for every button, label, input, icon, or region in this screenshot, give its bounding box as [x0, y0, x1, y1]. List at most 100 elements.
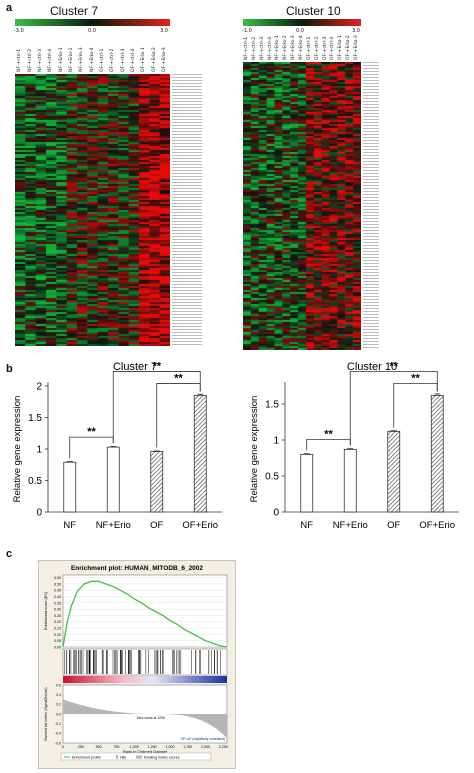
metric-tick-label: 0.2	[56, 703, 61, 707]
column-label: NF-+Erio-1	[275, 35, 281, 60]
significance-label: **	[87, 426, 96, 438]
significance-bracket	[156, 383, 201, 448]
x-tick-label: OF+Erio	[182, 520, 218, 531]
panel-c-label: c	[6, 548, 13, 560]
row-labels	[363, 62, 379, 350]
significance-bracket	[349, 370, 438, 446]
scale-mid-label: 0.0	[88, 28, 96, 34]
bar	[106, 446, 120, 513]
column-labels: NF-+ctrl-1 NF-+ctrl-2 NF-+ctrl-3 NF-+ctrl-4…	[243, 34, 361, 62]
scale-max-label: 3.0	[352, 28, 360, 34]
column-label: OF-+Erio-3	[354, 35, 360, 60]
x-tick-label: NF	[300, 520, 313, 531]
es-tick-label: 0.55	[54, 576, 61, 580]
column-labels: NF-+ctrl-1 NF-+ctrl-2 NF-+ctrl-3 NF-+ctrl-4…	[15, 34, 170, 74]
es-plot-area	[62, 574, 228, 648]
bar	[63, 461, 77, 513]
es-axis-label: Enrichment score (ES)	[44, 591, 48, 630]
column-label: OF-+ctrl-4	[330, 36, 336, 60]
significance-label: **	[389, 360, 398, 372]
panel-a-label: a	[6, 2, 13, 14]
y-tick-label: 1.5	[28, 413, 42, 424]
significance-label: **	[152, 360, 161, 372]
row-labels	[172, 74, 202, 346]
gsea-figure: Enrichment plot: HUMAN_MITODB_6_2002 0.55…	[38, 560, 236, 769]
heatmap-cluster-10: Cluster 10 -1.0 0.0 3.0 NF-+ctrl-1 NF-+ct…	[238, 4, 438, 350]
legend-swatch-metric	[136, 755, 142, 759]
heatmap-cluster-7: Cluster 7 -3.0 0.0 3.0 NF-+ctrl-1 NF-+ctr…	[10, 4, 210, 346]
x-tick-label: OF	[387, 520, 400, 531]
significance-bracket	[69, 436, 114, 459]
x-tick-label: NF+Erio	[96, 520, 131, 531]
es-tick-label: 0.40	[54, 595, 61, 599]
column-label: NF-+ctrl-3	[259, 36, 265, 60]
x-tick-label: 1,000	[130, 745, 139, 749]
x-tick-label: 0	[62, 745, 64, 749]
column-label: NF-+Erio-2	[283, 35, 289, 60]
significance-bracket	[112, 371, 201, 444]
column-label: OF-+Erio-3	[161, 47, 167, 72]
scale-min-label: -1.0	[242, 28, 252, 34]
column-label: NF-+Erio-3	[291, 35, 297, 60]
x-tick-label: 250	[78, 745, 84, 749]
y-axis-label: Relative gene expression	[249, 396, 260, 503]
y-tick-label: 1.5	[265, 400, 279, 411]
es-tick-label: 0.20	[54, 620, 61, 624]
gsea-title: Enrichment plot: HUMAN_MITODB_6_2002	[71, 565, 203, 572]
column-label: OF-+Erio-1	[338, 35, 344, 60]
column-label: NF-+ctrl-3	[37, 48, 43, 72]
es-tick-label: 0.10	[54, 633, 61, 637]
metric-axis-label: Ranked list metric (Signal2Noise)	[44, 687, 48, 740]
column-label: NF-+ctrl-1	[243, 36, 249, 60]
panel-b-label: b	[6, 363, 13, 375]
y-tick-label: 0.5	[28, 476, 42, 487]
bar-chart-cluster-7: Cluster 7 0 0.5 1 1.5 2 Relative gene expressi…	[12, 360, 222, 531]
column-label: OF-+Erio-2	[151, 47, 157, 72]
column-label: NF-+ctrl-1	[17, 48, 23, 72]
x-tick-label: 2,250	[219, 745, 228, 749]
y-tick-label: 0	[273, 508, 279, 519]
column-label: OF-+Erio-1	[141, 47, 147, 72]
heatmap-grid	[15, 74, 170, 346]
column-label: OF-+ctrl-4	[130, 48, 136, 72]
scale-mid-label: 0.0	[296, 28, 304, 34]
x-tick-label: NF+Erio	[333, 520, 368, 531]
bar	[430, 394, 444, 513]
es-tick-label: 0.00	[54, 646, 61, 650]
significance-bracket	[393, 382, 438, 428]
significance-label: **	[174, 372, 183, 384]
column-label: OF-+ctrl-2	[110, 48, 116, 72]
metric-tick-label: -0.6	[55, 741, 61, 745]
legend-label: Ranking metric scores	[144, 756, 180, 760]
bar	[193, 395, 207, 513]
bar	[387, 430, 401, 513]
significance-label: **	[411, 372, 420, 384]
column-label: NF-+ctrl-4	[267, 36, 273, 60]
column-label: NF-+Erio-3	[79, 47, 85, 72]
column-label: OF-+Erio-2	[346, 35, 352, 60]
x-tick-label: 1,500	[165, 745, 174, 749]
es-tick-label: 0.05	[54, 639, 61, 643]
scale-min-label: -3.0	[14, 28, 24, 34]
column-label: NF-+Erio-1	[58, 47, 64, 72]
bar-chart-cluster-10: Cluster 10 0 0.5 1 1.5 Relative gene expressi…	[249, 360, 459, 531]
color-scale-bar	[243, 19, 361, 26]
x-tick-label: OF+Erio	[419, 520, 455, 531]
legend-label: Enrichment profile	[72, 756, 101, 760]
significance-label: **	[324, 428, 333, 440]
x-tick-label: OF	[150, 520, 163, 531]
column-label: OF-+ctrl-1	[99, 48, 105, 72]
column-label: OF-+ctrl-3	[120, 48, 126, 72]
y-tick-label: 0.5	[265, 472, 279, 483]
zero-cross-label: Zero cross at 1230	[137, 716, 165, 720]
y-tick-label: 2	[36, 382, 42, 393]
metric-tick-label: 0.6	[56, 683, 61, 687]
gsea-plot: Enrichment plot: HUMAN_MITODB_6_2002 0.55…	[44, 565, 228, 761]
column-label: NF-+ctrl-2	[251, 36, 257, 60]
x-tick-label: NF	[63, 520, 76, 531]
heatmap-title: Cluster 7	[50, 4, 99, 18]
x-tick-label: 750	[113, 745, 119, 749]
y-tick-label: 1	[36, 445, 42, 456]
x-tick-label: 500	[96, 745, 102, 749]
significance-bracket	[306, 438, 351, 451]
